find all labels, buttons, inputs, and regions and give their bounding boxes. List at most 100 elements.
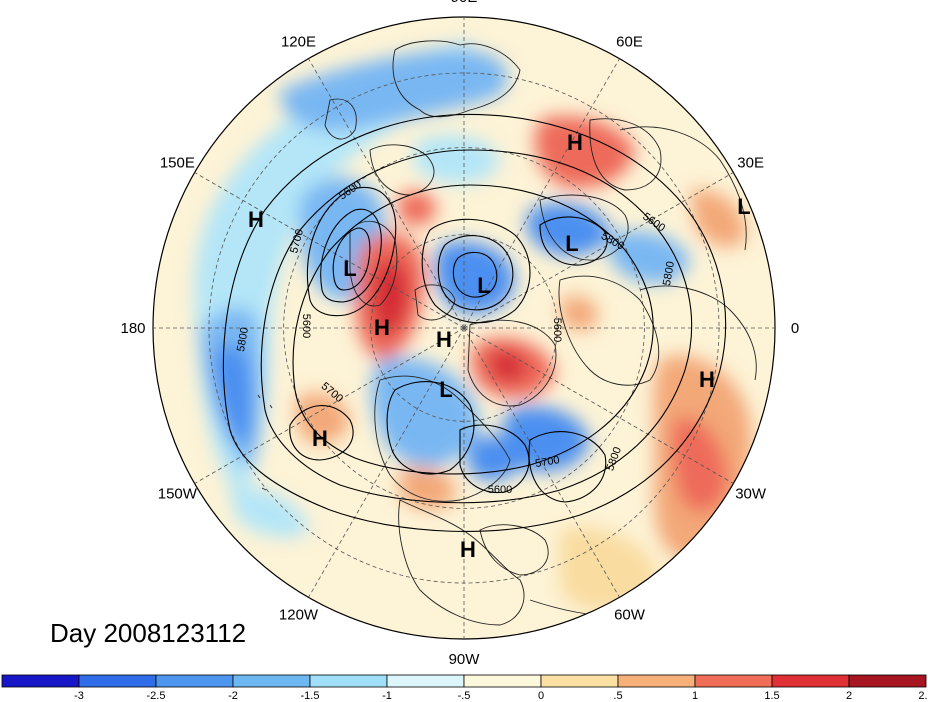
neg-region-north	[413, 135, 500, 184]
contour-value-label: 5800	[235, 326, 251, 352]
colorbar-box	[78, 674, 157, 688]
longitude-label: 0	[791, 320, 799, 337]
high-pressure-label: H	[699, 367, 715, 392]
meridian-line	[308, 58, 465, 329]
meridian-line	[463, 58, 620, 329]
meridian-line	[463, 327, 734, 484]
colorbar-tick-label: 2.5	[918, 690, 928, 702]
contour-low-arctic-2	[437, 235, 514, 311]
pos-region-eastern-europe	[690, 189, 746, 248]
contour-low-canada	[386, 381, 475, 475]
meridian-line	[308, 327, 465, 598]
pos-core-greenland	[490, 349, 528, 382]
contour-value-label: 5600	[488, 484, 512, 496]
high-pressure-label: H	[374, 315, 390, 340]
longitude-label: 120W	[279, 607, 319, 624]
contour-low-arctic-3	[452, 251, 498, 298]
neg-region-canada	[371, 357, 480, 467]
coast-greenland	[467, 319, 557, 407]
colorbar-tick-label: -2.5	[147, 690, 166, 702]
colorbar-tick-label: 1	[692, 690, 698, 702]
pos-region-us-southwest	[400, 466, 456, 510]
colorbar-tick-label: 2	[846, 690, 852, 702]
colorbar-box	[463, 674, 542, 688]
pos-region-siberia	[535, 116, 635, 189]
colorbar-box	[848, 674, 927, 688]
colorbar-box	[617, 674, 696, 688]
colorbar-tick-label: -1	[382, 690, 392, 702]
colorbar-box	[1, 674, 80, 688]
longitude-label: 120E	[281, 33, 316, 50]
neg-region-northpacific	[230, 487, 310, 538]
pos-core-atlantic	[671, 418, 728, 512]
neg-region-scandinavia	[526, 202, 610, 256]
contour-trough-east-us	[459, 424, 530, 494]
pos-region-norway	[560, 296, 599, 331]
contour-5700-outer	[260, 149, 693, 504]
latitude-circle	[283, 147, 645, 509]
high-pressure-label: H	[436, 327, 452, 352]
pos-core-bering	[371, 259, 410, 336]
colorbar-tick-label: .5	[613, 690, 622, 702]
day-label: Day 2008123112	[50, 618, 247, 648]
graticule	[153, 17, 775, 639]
coast-central-asia	[619, 126, 747, 251]
coast-chukotka	[369, 144, 435, 196]
contour-value-label: 5600	[300, 314, 312, 338]
contour-value-label: 5600	[551, 318, 563, 342]
longitude-label: 150W	[158, 486, 198, 503]
polar-map: 5600570056005800570058005600570056005800…	[120, 0, 799, 668]
meridian-line	[194, 327, 465, 484]
longitude-label: 180	[120, 320, 145, 337]
pos-region-chukotka	[398, 191, 436, 226]
longitude-label: 30W	[735, 486, 767, 503]
longitude-label: 60E	[616, 33, 643, 50]
contour-5600-outer	[292, 184, 654, 475]
colorbar-box	[540, 674, 619, 688]
high-pressure-label: H	[567, 130, 583, 155]
coast-europe	[558, 275, 660, 386]
colorbar-tick-label: -1.5	[301, 690, 320, 702]
colorbar-box	[771, 674, 850, 688]
high-pressure-label: H	[312, 426, 328, 451]
colorbar: -3-2.5-2-1.5-1-.50.511.522.53	[1, 674, 928, 702]
low-pressure-label: L	[343, 256, 356, 281]
low-pressure-label: L	[565, 231, 578, 256]
meridian-line	[463, 172, 734, 329]
colorbar-tick-label: -3	[74, 690, 84, 702]
longitude-label: 60W	[614, 607, 646, 624]
contour-low-scandinavia	[539, 216, 608, 266]
high-pressure-label: H	[460, 537, 476, 562]
height-contours	[222, 113, 727, 532]
neg-region-siberia	[280, 49, 508, 131]
low-pressure-label: L	[439, 377, 452, 402]
high-pressure-label: H	[248, 207, 264, 232]
anomaly-field	[153, 17, 775, 639]
contour-low-arctic-1	[421, 218, 531, 324]
coast-arctic-islands	[414, 284, 456, 321]
colorbar-ticks: -3-2.5-2-1.5-1-.50.511.522.53	[74, 690, 928, 702]
high-pressure-label: H	[374, 315, 390, 340]
low-pressure-label: L	[477, 273, 490, 298]
colorbar-tick-label: 1.5	[764, 690, 779, 702]
neg-region-west	[194, 40, 470, 500]
contour-trough-atlantic	[528, 431, 607, 503]
meridian-line	[463, 327, 620, 598]
coast-north-america	[398, 499, 525, 626]
coast-west-siberia	[589, 118, 662, 191]
coast-islands	[257, 394, 273, 491]
contour-low-kamchatka-2	[320, 208, 382, 303]
pos-region-npacific-high	[295, 392, 350, 444]
contour-5800-outer	[222, 113, 727, 532]
contour-low-kamchatka-3	[332, 227, 371, 291]
coast-mediterranean	[639, 285, 757, 381]
longitude-labels: 90E 60E 30E 0 30W 60W 90W 120W 150W 180 150E 120E	[120, 0, 799, 668]
longitude-label: 90E	[451, 0, 478, 6]
colorbar-box	[232, 674, 311, 688]
colorbar-boxes	[1, 674, 927, 688]
longitude-label: 90W	[449, 651, 481, 668]
colorbar-tick-label: 0	[538, 690, 544, 702]
colorbar-box	[386, 674, 465, 688]
contour-low-kamchatka-1	[306, 186, 397, 317]
